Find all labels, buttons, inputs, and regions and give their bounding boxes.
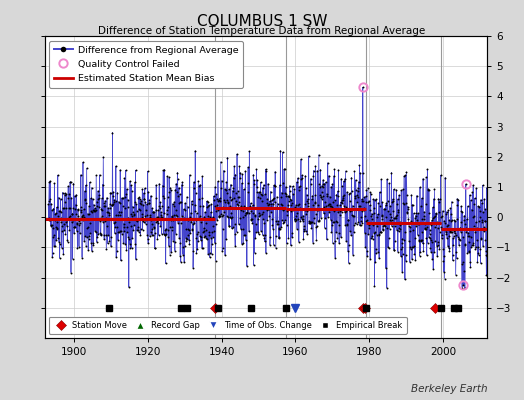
Legend: Station Move, Record Gap, Time of Obs. Change, Empirical Break: Station Move, Record Gap, Time of Obs. C… <box>49 316 407 334</box>
Text: COLUMBUS 1 SW: COLUMBUS 1 SW <box>196 14 328 29</box>
Text: Berkeley Earth: Berkeley Earth <box>411 384 487 394</box>
Text: Difference of Station Temperature Data from Regional Average: Difference of Station Temperature Data f… <box>99 26 425 36</box>
